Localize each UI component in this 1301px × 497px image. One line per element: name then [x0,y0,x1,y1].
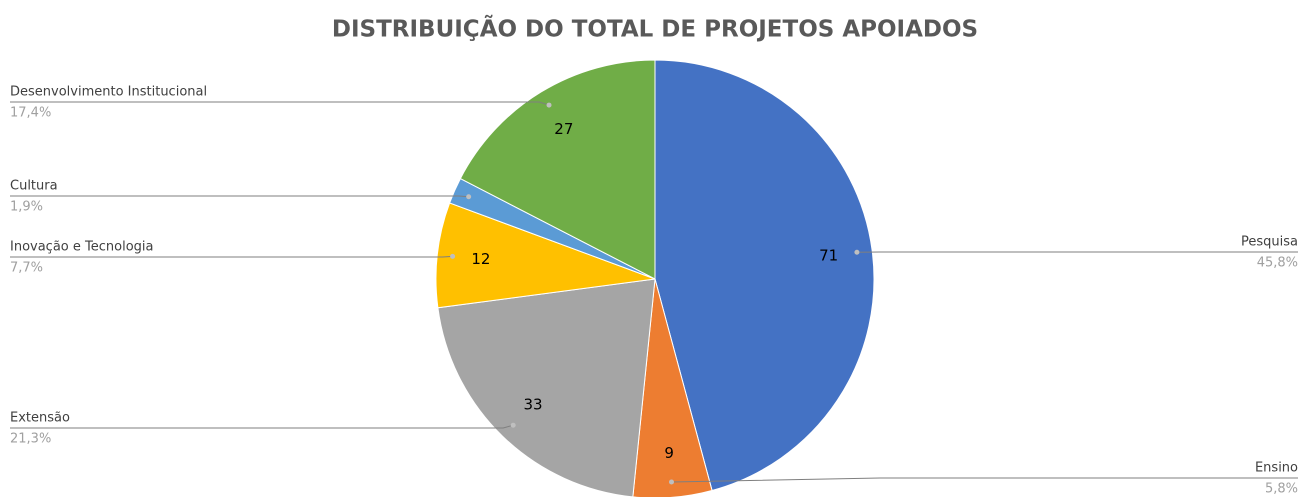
value-label: 71 [819,246,838,264]
value-label: 12 [471,250,490,268]
pie-slice [459,59,656,280]
percentage-label: 45,8% [1257,256,1298,271]
category-label: Pesquisa [1241,235,1298,250]
pie-slice [435,202,656,309]
chart-title: DISTRIBUIÇÃO DO TOTAL DE PROJETOS APOIAD… [332,15,978,43]
category-label: Desenvolvimento Institucional [10,85,207,100]
leader-line [671,477,1298,483]
percentage-label: 7,7% [10,261,43,276]
leader-dot [546,102,552,108]
leader-dot [854,249,860,255]
percentage-label: 1,9% [10,200,43,215]
category-label: Inovação e Tecnologia [10,240,153,255]
leader-line [10,101,550,106]
leader-line [10,424,514,429]
leader-line [10,255,453,258]
percentage-label: 17,4% [10,106,51,121]
leader-dot [510,422,516,428]
leader-line [10,195,469,198]
leader-dot [668,479,674,485]
leader-dot [450,253,456,259]
pie-slice [437,278,656,497]
category-label: Cultura [10,179,58,194]
pie-slice [654,59,875,492]
value-label: 27 [554,120,573,138]
percentage-label: 5,8% [1265,482,1298,497]
leader-dot [466,194,472,200]
category-label: Ensino [1255,461,1298,476]
category-label: Extensão [10,411,70,426]
percentage-label: 21,3% [10,432,51,447]
value-label: 33 [523,395,542,413]
value-label: 9 [664,444,674,462]
